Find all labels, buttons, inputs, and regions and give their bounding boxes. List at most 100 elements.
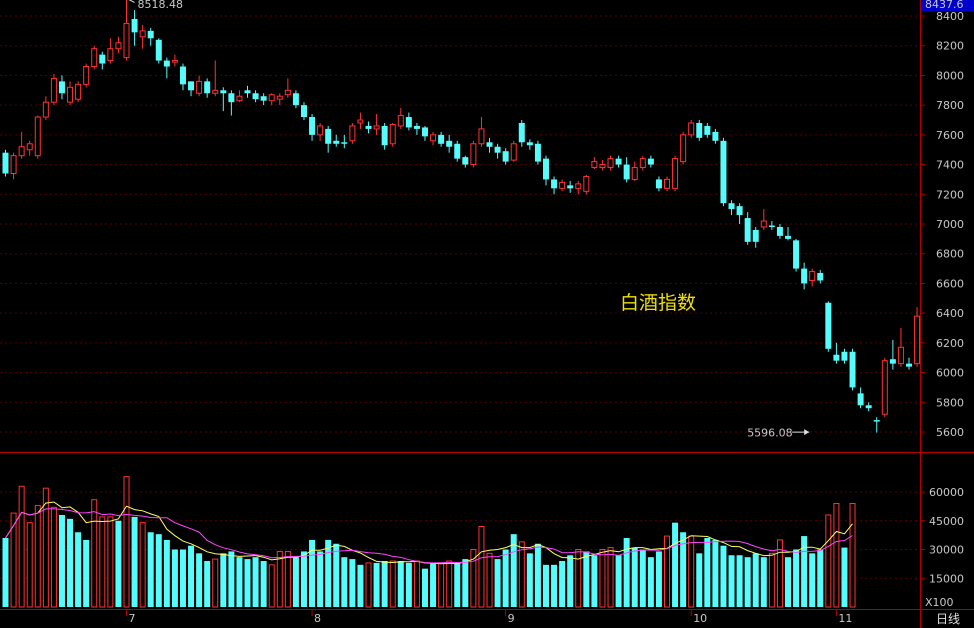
volume-bar — [784, 557, 791, 607]
price-annotations: 8518.48 5596.08 — [128, 0, 810, 440]
candle-body — [107, 48, 114, 62]
volume-bar — [470, 549, 477, 608]
volume-bar — [163, 539, 170, 607]
candle-body — [10, 155, 17, 174]
candle-body — [75, 83, 82, 100]
volume-bar — [75, 532, 82, 607]
candle-body — [67, 86, 74, 103]
candle — [518, 120, 525, 147]
volume-bar — [518, 541, 525, 608]
volume-bar — [849, 503, 856, 608]
candle-body — [188, 81, 195, 91]
volume-bar — [655, 551, 662, 607]
volume-bar — [115, 520, 122, 607]
volume-bar — [680, 532, 687, 607]
low-arrowhead — [804, 429, 810, 436]
candle — [317, 122, 324, 141]
candle-body — [212, 89, 219, 94]
price-axis: 5600 5800 6000 6200 6400 6600 6800 7000 7200 7400… — [920, 10, 964, 439]
volume-bar — [91, 499, 98, 608]
volume-bar — [107, 516, 114, 608]
candle-body — [825, 302, 832, 349]
period-tag[interactable]: 日线 — [936, 612, 960, 626]
volume-bar — [26, 522, 33, 608]
price-tick-label: 8400 — [936, 10, 964, 23]
candle — [906, 357, 913, 370]
volume-bar — [833, 503, 840, 608]
volume-bar — [236, 557, 243, 607]
candle-body — [510, 143, 517, 161]
period-label[interactable]: 日线 — [936, 612, 960, 626]
volume-bar — [631, 547, 638, 607]
candle — [131, 10, 138, 46]
candle — [2, 149, 9, 177]
candle — [768, 221, 775, 230]
candle — [373, 114, 380, 135]
candle-body — [83, 66, 90, 85]
candle — [801, 262, 808, 290]
candle — [163, 57, 170, 79]
candle-body — [817, 273, 824, 281]
candle-body — [42, 101, 49, 118]
candle — [228, 90, 235, 116]
candle — [349, 122, 356, 144]
candle — [454, 140, 461, 162]
volume-bar — [720, 545, 727, 607]
candle — [91, 45, 98, 70]
candle-body — [873, 420, 880, 422]
candle — [42, 96, 49, 120]
volume-bar — [510, 534, 517, 607]
volume-bar — [623, 538, 630, 607]
candle-body — [897, 346, 904, 365]
volume-bar — [349, 559, 356, 607]
volume-bar — [688, 535, 695, 608]
candle — [67, 81, 74, 106]
volume-bar — [260, 561, 267, 607]
candle — [825, 301, 832, 352]
candle-body — [236, 95, 243, 102]
volume-moving-averages — [5, 501, 853, 565]
candle — [752, 226, 759, 248]
candle — [478, 117, 485, 147]
candle — [10, 152, 17, 180]
candle — [712, 128, 719, 144]
candle — [212, 60, 219, 97]
candle-body — [462, 157, 469, 165]
candle-body — [801, 268, 808, 284]
volume-bar — [284, 550, 291, 608]
volume-bar — [663, 535, 670, 608]
volume-bar — [220, 553, 227, 607]
volume-bar — [446, 560, 453, 608]
candle — [696, 120, 703, 141]
volume-bar — [430, 562, 437, 607]
candle-body — [583, 175, 590, 192]
price-tick-label: 7000 — [936, 218, 964, 231]
candle-body — [341, 142, 348, 144]
candle — [58, 75, 65, 100]
candle-body — [502, 151, 509, 162]
volume-ma-line — [5, 508, 853, 564]
candle-body — [809, 271, 816, 281]
candle-body — [906, 363, 913, 367]
volume-bar — [607, 547, 614, 608]
volume-bar — [502, 549, 509, 607]
candle-body — [204, 81, 211, 94]
volume-bar — [317, 551, 324, 607]
candle-body — [446, 140, 453, 147]
volume-bar — [333, 543, 340, 607]
candle — [744, 212, 751, 245]
price-tick-label: 7600 — [936, 129, 964, 142]
candle — [430, 131, 437, 146]
candle — [865, 402, 872, 412]
candle-body — [228, 93, 235, 103]
volume-bar — [357, 564, 364, 607]
volume-bar — [58, 515, 65, 607]
volume-bar — [34, 504, 41, 608]
price-tick-label: 5800 — [936, 396, 964, 409]
volume-bar — [768, 552, 775, 608]
candle — [309, 114, 316, 141]
candle — [196, 75, 203, 97]
candle — [526, 139, 533, 150]
candle — [357, 112, 364, 129]
candle-body — [647, 158, 654, 165]
